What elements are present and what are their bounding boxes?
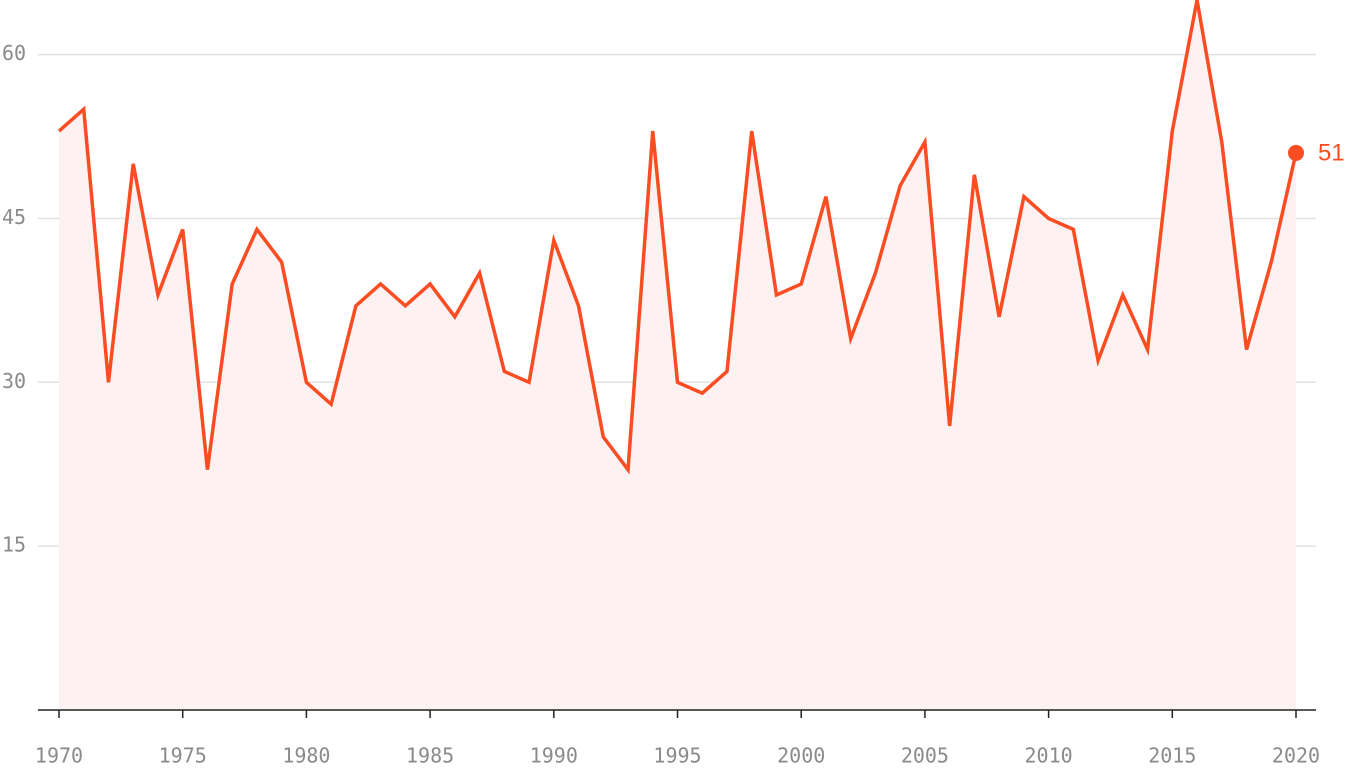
value-label: 51 bbox=[1318, 139, 1345, 166]
area bbox=[59, 0, 1296, 710]
x-tick-label: 1990 bbox=[530, 744, 578, 768]
x-tick-label: 1975 bbox=[159, 744, 207, 768]
y-tick-label: 30 bbox=[2, 369, 26, 393]
end-point bbox=[1288, 144, 1304, 161]
x-tick-label: 2005 bbox=[901, 744, 949, 768]
x-tick-label: 2015 bbox=[1148, 744, 1196, 768]
x-tick-label: 1970 bbox=[35, 744, 83, 768]
x-tick-label: 2010 bbox=[1025, 744, 1073, 768]
y-tick-label: 15 bbox=[2, 533, 26, 557]
x-tick-label: 2020 bbox=[1272, 744, 1320, 768]
y-tick-label: 60 bbox=[2, 41, 26, 65]
x-tick-label: 2000 bbox=[777, 744, 825, 768]
x-tick-label: 1985 bbox=[406, 744, 454, 768]
x-tick-label: 1995 bbox=[653, 744, 701, 768]
line bbox=[57, 0, 1298, 475]
y-tick-label: 45 bbox=[2, 205, 26, 229]
x-tick-label: 1980 bbox=[282, 744, 330, 768]
